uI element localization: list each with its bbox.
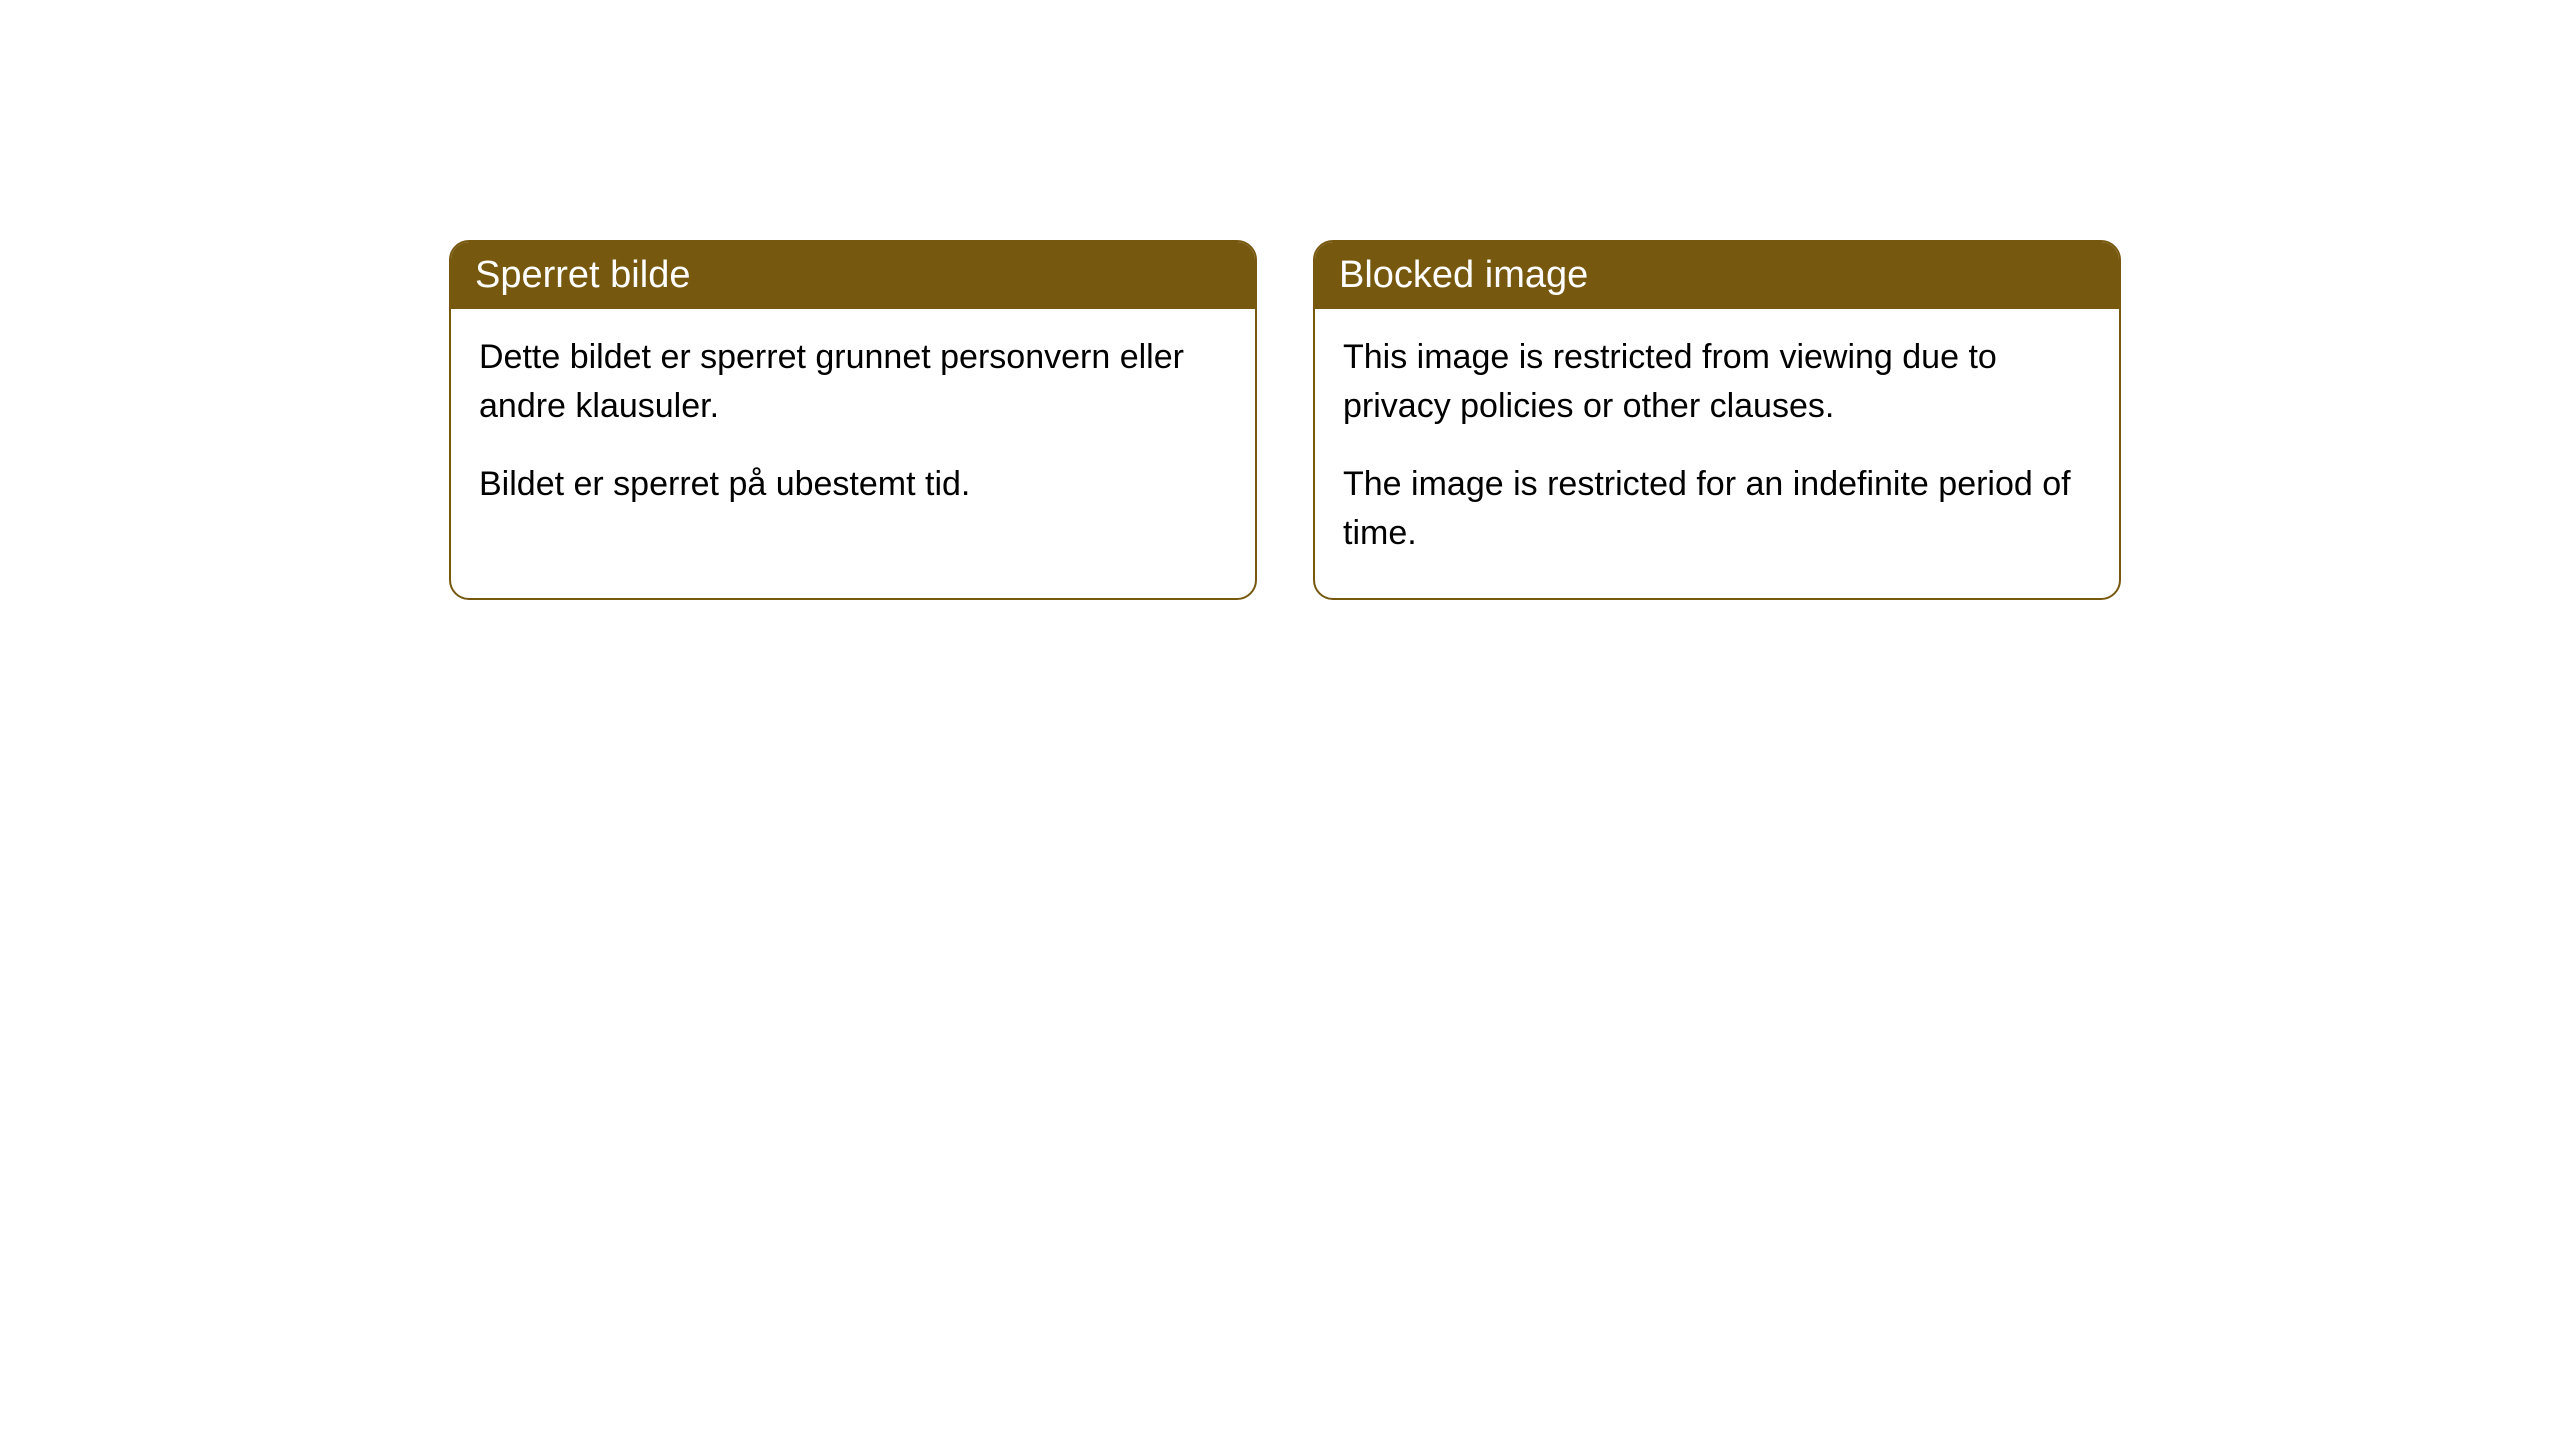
notice-container: Sperret bilde Dette bildet er sperret gr… (0, 0, 2560, 600)
notice-card-english: Blocked image This image is restricted f… (1313, 240, 2121, 600)
card-paragraph: Bildet er sperret på ubestemt tid. (479, 460, 1227, 509)
card-header: Blocked image (1315, 242, 2119, 309)
card-body: Dette bildet er sperret grunnet personve… (451, 309, 1255, 549)
card-paragraph: This image is restricted from viewing du… (1343, 333, 2091, 432)
notice-card-norwegian: Sperret bilde Dette bildet er sperret gr… (449, 240, 1257, 600)
card-title: Blocked image (1339, 254, 1588, 296)
card-paragraph: Dette bildet er sperret grunnet personve… (479, 333, 1227, 432)
card-title: Sperret bilde (475, 254, 690, 296)
card-body: This image is restricted from viewing du… (1315, 309, 2119, 598)
card-paragraph: The image is restricted for an indefinit… (1343, 460, 2091, 559)
card-header: Sperret bilde (451, 242, 1255, 309)
